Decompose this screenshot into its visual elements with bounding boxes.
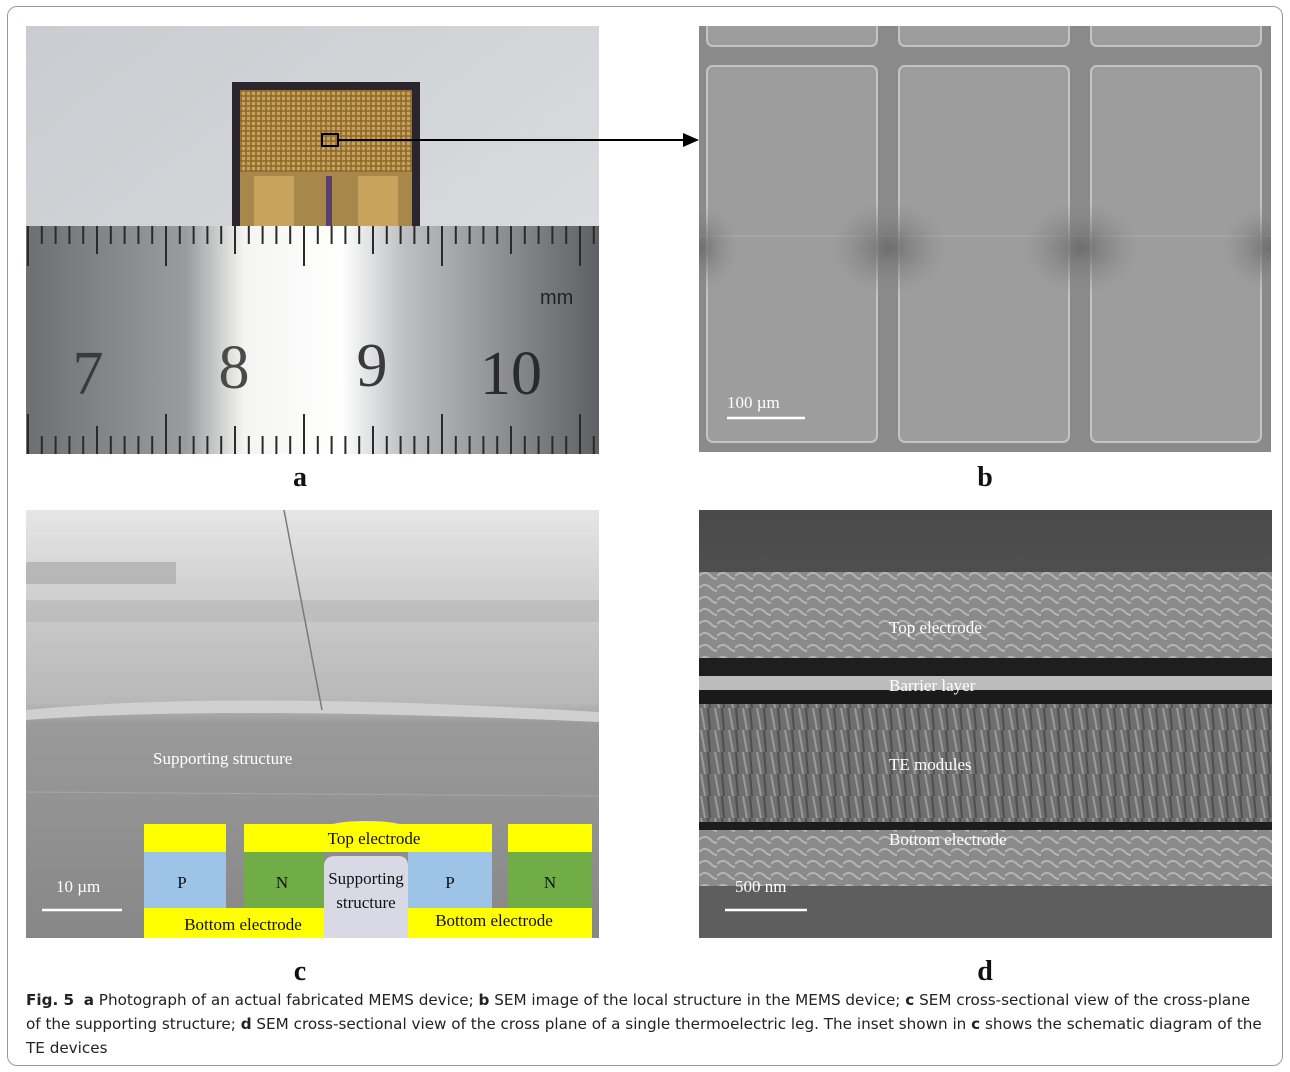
inset-bottom-electrode-label-2: Bottom electrode	[435, 911, 553, 930]
caption-ref-d: d	[240, 1015, 252, 1033]
caption-ref-a: a	[83, 991, 94, 1009]
ruler-number-10: 10	[480, 340, 542, 408]
ruler-number-9: 9	[357, 332, 388, 400]
mems-chip	[232, 82, 420, 230]
ruler: 7 8 9 10 mm	[26, 226, 599, 454]
caption-text-c: SEM cross-sectional view of the cross-pl…	[26, 991, 1251, 1033]
inset-bottom-electrode-label-1: Bottom electrode	[184, 915, 302, 934]
figure-caption: Fig. 5 a Photograph of an actual fabrica…	[26, 988, 1266, 1060]
panel-label-b: b	[977, 462, 993, 493]
layer-label-te-modules: TE modules	[889, 755, 972, 774]
caption-text-d: SEM cross-sectional view of the cross pl…	[251, 1015, 972, 1033]
scale-bar-label-c: 10 µm	[56, 877, 100, 896]
caption-text-b: SEM image of the local structure in the …	[489, 991, 906, 1009]
arrow-to-panel-b	[599, 133, 699, 147]
inset-supporting-label-1: Supporting	[328, 869, 404, 888]
caption-fig-label: Fig. 5	[26, 991, 75, 1009]
inset-n-label-1: N	[276, 873, 288, 892]
panel-a-photo: 7 8 9 10 mm	[26, 26, 599, 454]
panel-label-d: d	[977, 956, 993, 987]
layer-label-top-electrode: Top electrode	[889, 618, 982, 637]
inset-p-label-1: P	[177, 873, 186, 892]
layer-label-barrier-layer: Barrier layer	[889, 676, 976, 695]
caption-text-a: Photograph of an actual fabricated MEMS …	[93, 991, 479, 1009]
scale-bar-label-b: 100 µm	[727, 393, 780, 412]
ruler-number-8: 8	[219, 334, 250, 402]
ruler-unit: mm	[540, 287, 573, 309]
inset-p-label-2: P	[445, 873, 454, 892]
te-device-schematic: Top electrode P N Supporting structure P…	[144, 821, 592, 938]
inset-supporting-label-2: structure	[336, 893, 395, 912]
panel-b-sem: 100 µm	[699, 26, 1271, 452]
panel-label-c: c	[293, 956, 307, 987]
inset-n-label-2: N	[544, 873, 556, 892]
layer-label-bottom-electrode: Bottom electrode	[889, 830, 1007, 849]
caption-ref-b: b	[478, 991, 490, 1009]
inset-top-electrode-label: Top electrode	[328, 829, 421, 848]
panel-d-sem: Top electrode Barrier layer TE modules B…	[699, 510, 1272, 938]
caption-ref-c: c	[905, 991, 915, 1009]
panel-c-sem: Supporting structure Top electrode P N S…	[26, 510, 599, 938]
panel-label-a: a	[293, 462, 307, 493]
caption-ref-c-inset: c	[971, 1015, 981, 1033]
sem-label-supporting-structure: Supporting structure	[153, 749, 292, 768]
ruler-number-7: 7	[73, 340, 104, 408]
scale-bar-label-d: 500 nm	[735, 877, 786, 896]
caption-text-end: shows the schematic diagram of the TE de…	[26, 1015, 1262, 1057]
